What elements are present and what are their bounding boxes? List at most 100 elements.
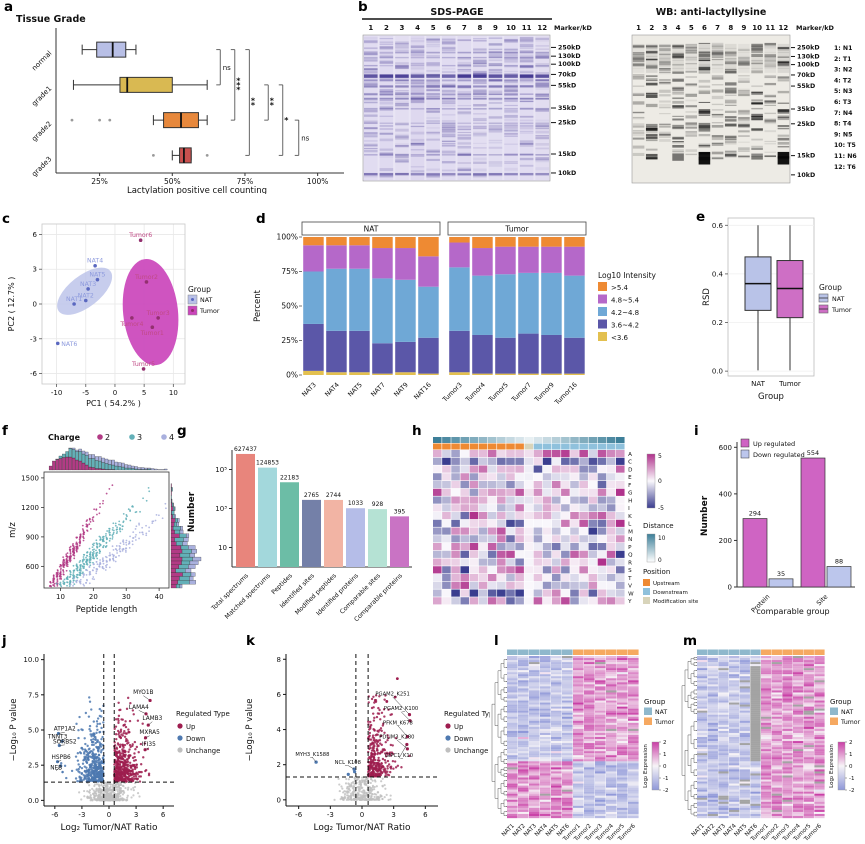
- svg-text:NAT: NAT: [364, 225, 379, 234]
- svg-text:5: 5: [658, 453, 662, 460]
- svg-text:Peptide length: Peptide length: [76, 605, 138, 615]
- svg-text:Tumor16: Tumor16: [552, 381, 578, 407]
- svg-text:Downstream: Downstream: [653, 590, 688, 596]
- svg-text:grade1: grade1: [30, 85, 53, 108]
- svg-text:100%: 100%: [307, 177, 328, 186]
- svg-text:10: 10: [506, 24, 516, 32]
- svg-text:Tumor2: Tumor2: [134, 274, 158, 281]
- svg-text:Tumor4: Tumor4: [119, 321, 143, 328]
- svg-text:TNNT3: TNNT3: [47, 734, 68, 740]
- svg-text:11: 11: [522, 24, 532, 32]
- svg-text:LAMB3: LAMB3: [142, 716, 162, 722]
- svg-text:normal: normal: [30, 49, 53, 72]
- svg-text:Log10 Intensity: Log10 Intensity: [598, 271, 657, 280]
- svg-text:K: K: [628, 514, 632, 520]
- protein-expression-heatmap-svg: NAT1NAT2NAT3NAT4NAT5NAT6Tumor1Tumor2Tumo…: [491, 649, 675, 843]
- svg-text:3: 3: [134, 811, 138, 819]
- panel-b-gels: SDS-PAGE 1 2 3 4 5 6 7 8 9 10 11 12 Marker/kD 250kD 130…: [352, 2, 865, 196]
- svg-text:395: 395: [394, 508, 406, 515]
- svg-text:I: I: [628, 506, 630, 512]
- svg-text:130kD: 130kD: [797, 53, 820, 60]
- svg-text:100%: 100%: [277, 233, 298, 242]
- svg-text:400: 400: [719, 490, 732, 498]
- svg-text:20: 20: [89, 593, 98, 601]
- svg-text:70kD: 70kD: [797, 72, 815, 79]
- svg-text:10: T5: 10: T5: [834, 142, 856, 149]
- svg-text:928: 928: [372, 501, 384, 508]
- svg-text:2: T1: 2: T1: [834, 56, 851, 63]
- svg-text:50%: 50%: [164, 177, 181, 186]
- svg-text:0.4: 0.4: [712, 270, 724, 278]
- svg-text:4.2~4.8: 4.2~4.8: [611, 309, 639, 317]
- panel-letter-c: c: [2, 211, 11, 227]
- svg-text:88: 88: [835, 558, 843, 566]
- svg-text:Tumor5: Tumor5: [131, 361, 155, 368]
- svg-text:RSD: RSD: [702, 288, 712, 306]
- svg-text:25kD: 25kD: [558, 120, 576, 127]
- svg-text:LAMA4: LAMA4: [129, 705, 149, 711]
- svg-text:2744: 2744: [326, 492, 341, 499]
- svg-text:>5.4: >5.4: [611, 284, 629, 292]
- panel-f-charge-scatter: Charge 2 3 4 10 20 30 40 600 900 1200 1500 Peptide l…: [4, 424, 218, 628]
- svg-text:Q: Q: [628, 553, 633, 559]
- svg-text:294: 294: [749, 510, 761, 518]
- svg-text:ns: ns: [223, 64, 231, 72]
- svg-text:Marker/kD: Marker/kD: [554, 24, 593, 32]
- svg-text:6: 6: [33, 231, 38, 239]
- svg-text:3: N2: 3: N2: [834, 67, 852, 74]
- svg-text:comparable group: comparable group: [756, 607, 829, 616]
- svg-text:0.0: 0.0: [712, 368, 723, 376]
- svg-text:Unchange: Unchange: [186, 747, 220, 755]
- svg-text:75%: 75%: [281, 267, 298, 276]
- svg-text:*: *: [236, 81, 241, 90]
- svg-text:V: V: [628, 584, 632, 590]
- svg-text:10kD: 10kD: [558, 170, 576, 177]
- svg-text:600: 600: [26, 563, 39, 571]
- protein-volcano-svg: -6 -3 0 3 6 0.0 2.5 5.0 7.5 10.0 Log₂ Tumor/NAT Ra…: [9, 654, 230, 833]
- svg-text:1: N1: 1: N1: [834, 45, 852, 52]
- svg-text:0.6: 0.6: [712, 222, 724, 230]
- svg-text:4: 4: [415, 24, 420, 32]
- svg-text:Tumor: Tumor: [778, 380, 801, 388]
- svg-text:22183: 22183: [280, 474, 299, 481]
- svg-text:3: 3: [662, 24, 667, 32]
- panel-a-tissue-grade-boxplot: Tissue Grade 25% 50% 75% 100% Lactylation pos…: [8, 2, 353, 198]
- svg-text:70kD: 70kD: [558, 71, 576, 78]
- svg-text:50%: 50%: [281, 302, 298, 311]
- svg-text:10⁵: 10⁵: [215, 466, 227, 474]
- svg-text:100kD: 100kD: [797, 62, 820, 69]
- svg-text:G: G: [628, 491, 632, 497]
- panel-j-protein-volcano: -6 -3 0 3 6 0.0 2.5 5.0 7.5 10.0 Log₂ Tumor/NAT Ra…: [4, 640, 240, 844]
- svg-text:3: 3: [33, 266, 37, 274]
- svg-text:NAT4: NAT4: [87, 258, 103, 265]
- svg-text:grade2: grade2: [30, 120, 53, 143]
- svg-text:*: *: [270, 101, 275, 110]
- svg-text:8: 8: [728, 24, 733, 32]
- svg-text:Charge: Charge: [48, 433, 81, 442]
- svg-text:9: N5: 9: N5: [834, 131, 852, 138]
- svg-text:SDS-PAGE: SDS-PAGE: [430, 7, 483, 18]
- svg-text:C: C: [628, 460, 632, 466]
- panel-d-intensity-stacked-bars: 0% 25% 50% 75% 100% Percent NAT NAT3 NAT4 NAT5 NAT…: [222, 194, 700, 424]
- panel-h-motif-heatmap: A C D E F G H I K L M N P Q R S T V W Y 5 0 -5 Distance 10 0 Posit…: [415, 424, 700, 628]
- panel-letter-b: b: [358, 0, 368, 15]
- svg-text:NAT5: NAT5: [346, 381, 364, 399]
- svg-text:0: 0: [658, 558, 662, 564]
- svg-text:12: T6: 12: T6: [834, 164, 856, 171]
- panel-letter-j: j: [2, 633, 7, 649]
- svg-text:5: 5: [431, 24, 436, 32]
- svg-text:Matched spectrums: Matched spectrums: [224, 572, 272, 620]
- svg-text:L: L: [628, 522, 632, 528]
- panel-i-regulated-bars: 0 200 400 600 Number 294 35 Protein 554 88 Site Up …: [697, 424, 865, 628]
- svg-text:Total spectrums: Total spectrums: [210, 572, 250, 612]
- svg-text:30: 30: [122, 593, 131, 601]
- svg-text:Distance: Distance: [643, 522, 674, 530]
- svg-text:0: 0: [658, 478, 662, 485]
- svg-text:SORBS2: SORBS2: [53, 739, 77, 745]
- panel-letter-g: g: [177, 423, 187, 439]
- panel-letter-i: i: [694, 423, 699, 439]
- svg-text:8: T4: 8: T4: [834, 121, 852, 128]
- svg-text:*: *: [236, 85, 241, 94]
